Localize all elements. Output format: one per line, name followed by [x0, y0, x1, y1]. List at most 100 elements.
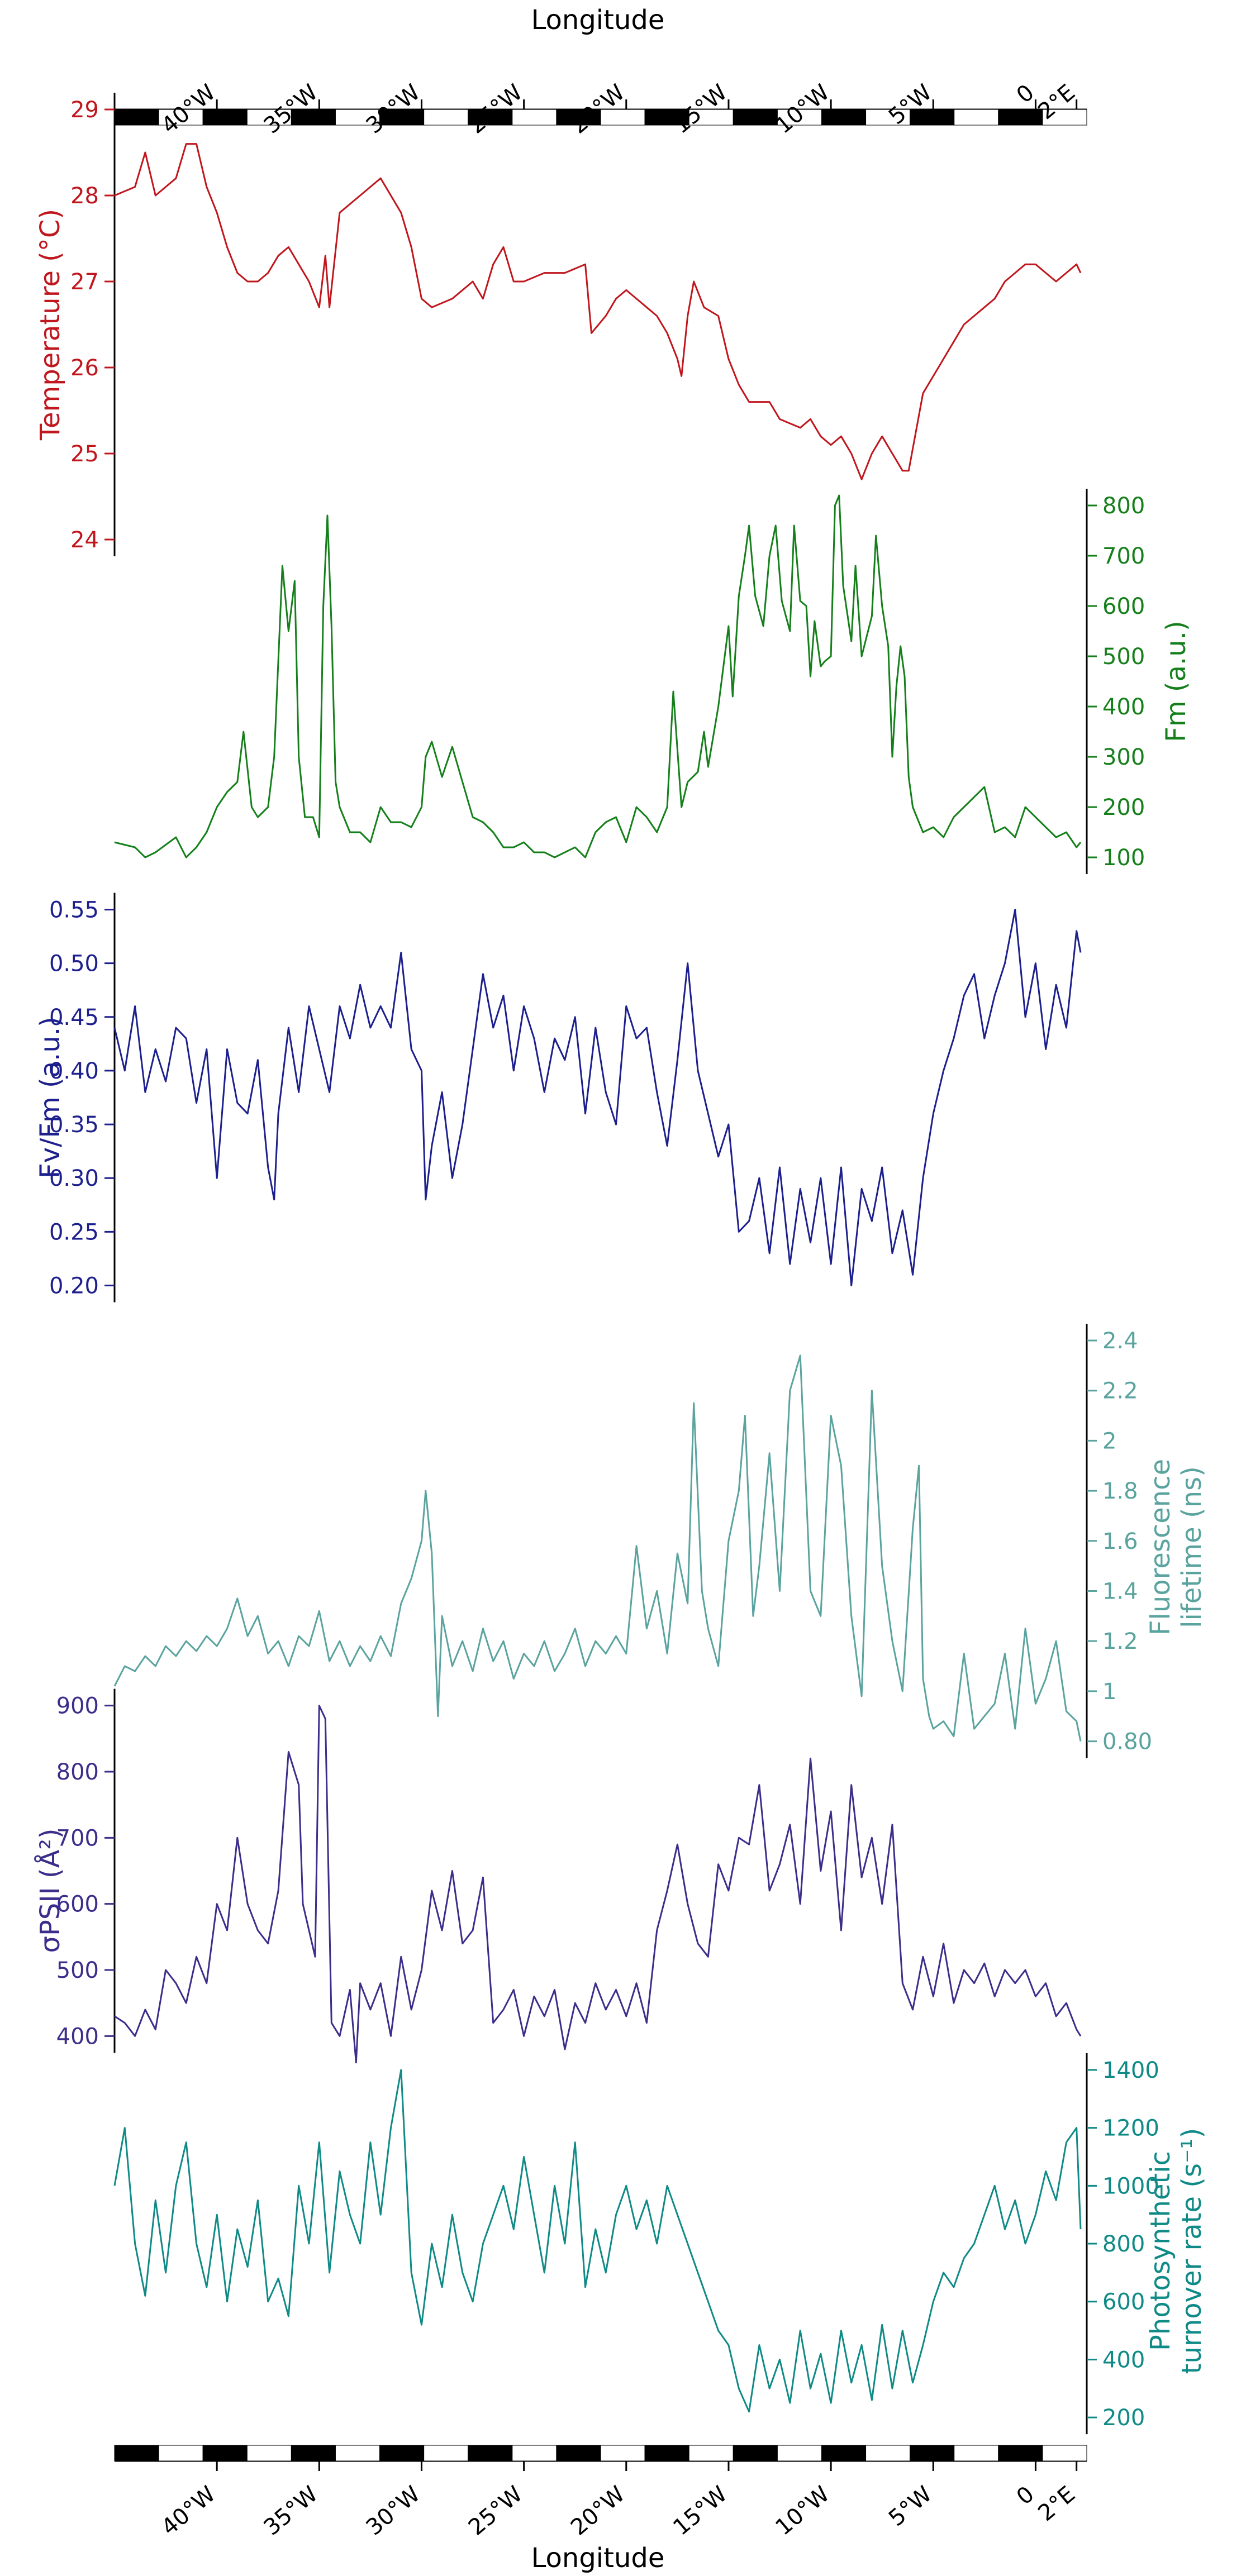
y-tick-label: 0.50	[49, 951, 99, 977]
checker-segment	[468, 109, 513, 126]
y-tick-label: 1.6	[1102, 1529, 1138, 1554]
y-axis-title-line: lifetime (ns)	[1176, 1466, 1207, 1628]
y-tick-label: 2	[1102, 1428, 1116, 1454]
panel-temperature: 24 25 26 27 28 29 Temperature (°C)	[35, 93, 1082, 556]
y-tick-label: 1200	[1102, 2116, 1159, 2141]
series-line-temperature	[114, 143, 1082, 480]
checker-segment	[556, 109, 601, 126]
y-axis-title-line: Temperature (°C)	[35, 209, 66, 441]
panel-fvfm: 0.20 0.25 0.30 0.35 0.40 0.45 0.50 0.55 Fv/Fm (a…	[35, 893, 1082, 1303]
y-tick-label: 600	[56, 1892, 99, 1917]
checker-segment	[644, 2445, 689, 2461]
y-tick-label: 0.45	[49, 1005, 99, 1031]
series-line-fvfm	[113, 909, 1082, 1286]
y-tick-label: 2.2	[1102, 1378, 1138, 1404]
checker-segment	[114, 2445, 159, 2461]
y-tick-label: 29	[70, 97, 99, 123]
checker-segment	[158, 2445, 203, 2461]
y-tick-label: 1.4	[1102, 1578, 1138, 1604]
checker-segment	[644, 109, 689, 126]
checker-segment	[688, 2445, 734, 2461]
y-tick-label: 500	[56, 1958, 99, 1983]
y-tick-label: 0.25	[49, 1219, 99, 1245]
checker-segment	[954, 2445, 999, 2461]
y-tick-label: 0.20	[49, 1273, 99, 1299]
checker-segment	[688, 109, 734, 126]
checker-segment	[998, 2445, 1043, 2461]
panel-fm: 100 200 300 400 500 600 700 800 Fm (a.u.)	[114, 489, 1192, 874]
checker-segment	[910, 2445, 955, 2461]
y-axis-title: Photosynthetic turnover rate (s⁻¹)	[1145, 2128, 1207, 2374]
y-tick-label: 600	[1102, 594, 1145, 619]
checker-segment	[512, 2445, 557, 2461]
y-tick-label: 0.80	[1102, 1729, 1152, 1755]
checker-segment	[865, 2445, 911, 2461]
y-axis-title: Temperature (°C)	[35, 209, 66, 441]
panel-sigma: 400 500 600 700 800 900 σPSII (Å²)	[34, 1688, 1082, 2064]
y-tick-label: 700	[56, 1825, 99, 1851]
checker-segment	[424, 2445, 469, 2461]
checker-segment	[424, 109, 469, 126]
y-tick-label: 700	[1102, 543, 1145, 569]
y-axis-title-line: σPSII (Å²)	[34, 1829, 66, 1953]
panel-turnover: 200 400 600 800 1000 1200 1400 Photosynthetic tu…	[113, 2053, 1207, 2435]
checker-segment	[291, 2445, 336, 2461]
checker-segment	[468, 2445, 513, 2461]
y-tick-label: 800	[56, 1759, 99, 1785]
y-tick-label: 1.8	[1102, 1478, 1138, 1504]
y-tick-label: 400	[1102, 694, 1145, 720]
checker-segment	[733, 2445, 778, 2461]
y-axis-title-line: Fv/Fm (a.u.)	[35, 1017, 66, 1179]
series-line-sigma	[114, 1705, 1082, 2064]
series-line-lifetime	[113, 1354, 1082, 1742]
y-axis-title-line: Photosynthetic	[1145, 2151, 1176, 2351]
series-line-turnover	[113, 2069, 1082, 2413]
y-axis-title-line: Fm (a.u.)	[1161, 621, 1192, 742]
checker-segment	[954, 109, 999, 126]
y-axis-title: Fluorescence lifetime (ns)	[1145, 1459, 1207, 1635]
y-axis-title: Fv/Fm (a.u.)	[35, 1017, 66, 1179]
y-tick-label: 1400	[1102, 2058, 1159, 2083]
checker-segment	[733, 109, 778, 126]
y-tick-label: 25	[70, 441, 99, 467]
y-tick-label: 0.40	[49, 1058, 99, 1084]
checker-segment	[998, 109, 1043, 126]
y-tick-label: 0.30	[49, 1166, 99, 1191]
y-tick-label: 500	[1102, 644, 1145, 670]
checker-segment	[512, 109, 557, 126]
checker-segment	[600, 2445, 645, 2461]
y-axis-title-line: turnover rate (s⁻¹)	[1176, 2128, 1207, 2374]
y-tick-label: 100	[1102, 845, 1145, 871]
y-tick-label: 400	[1102, 2347, 1145, 2373]
y-tick-label: 1.2	[1102, 1629, 1138, 1654]
top-axis-title: Longitude	[531, 4, 665, 36]
checker-segment	[335, 2445, 381, 2461]
checker-segment	[777, 109, 822, 126]
y-tick-label: 1	[1102, 1679, 1116, 1705]
checker-segment	[1042, 109, 1087, 126]
y-tick-label: 28	[70, 183, 99, 209]
y-tick-label: 24	[70, 527, 99, 553]
y-tick-label: 200	[1102, 795, 1145, 820]
chart-panels: 24 25 26 27 28 29 Temperature (°C) 100 200 300 400…	[34, 93, 1207, 2435]
bottom-axis-title: Longitude	[531, 2542, 665, 2574]
checker-segment	[556, 2445, 601, 2461]
checker-segment	[910, 109, 955, 126]
y-axis-title-line: Fluorescence	[1145, 1459, 1176, 1635]
y-tick-label: 900	[56, 1694, 99, 1719]
checker-segment	[1042, 2445, 1087, 2461]
y-axis-title: Fm (a.u.)	[1161, 621, 1192, 742]
y-axis-title: σPSII (Å²)	[34, 1829, 66, 1953]
y-tick-label: 26	[70, 355, 99, 381]
checker-segment	[379, 2445, 425, 2461]
checker-segment	[821, 2445, 867, 2461]
y-tick-label: 1000	[1102, 2173, 1159, 2199]
panel-lifetime: 0.80 1 1.2 1.4 1.6 1.8 2 2.2 2.4 Fluorescence life…	[113, 1324, 1207, 1758]
checker-segment	[777, 2445, 822, 2461]
series-line-fm	[114, 494, 1082, 858]
checker-segment	[246, 2445, 292, 2461]
y-tick-label: 400	[56, 2024, 99, 2049]
y-tick-label: 800	[1102, 493, 1145, 519]
